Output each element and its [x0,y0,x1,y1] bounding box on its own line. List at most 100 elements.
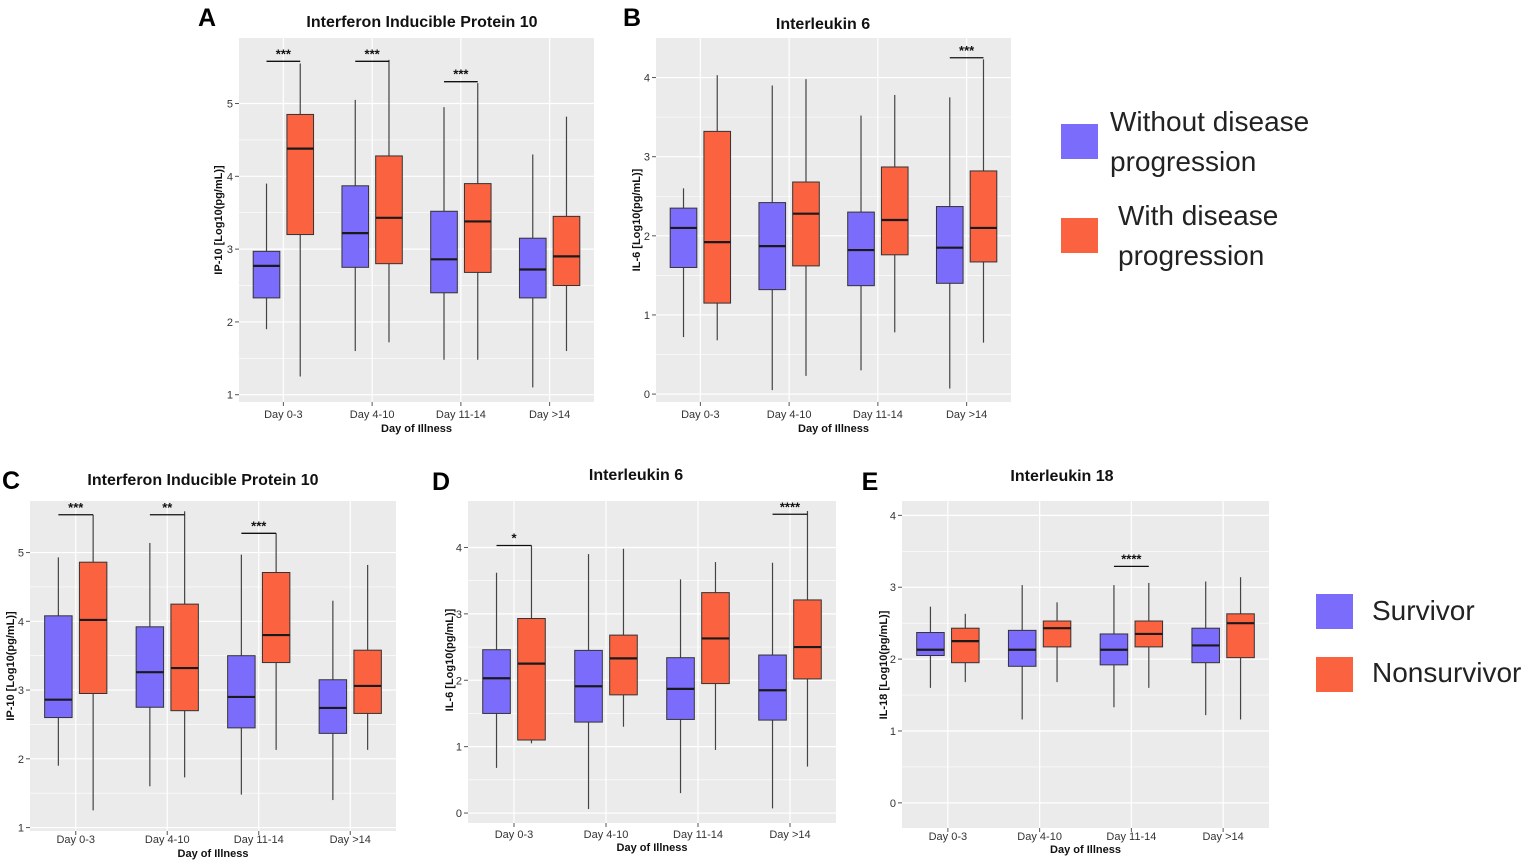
box-day-0-3 [482,572,511,768]
box-iqr [375,155,403,265]
x-tick-label: Day 4-10 [1017,831,1062,843]
box-day-0-3 [252,183,281,330]
x-tick-label: Day 0-3 [495,829,534,841]
box-day-4-10 [170,511,199,778]
legend-label: Survivor [1372,595,1475,626]
series-group1 [669,85,964,391]
y-tick-label: 2 [456,675,462,687]
y-axis: 0 1 2 3 4 IL-18 [Log10(pg/mL)] [878,510,902,810]
box-day-4-10 [792,79,820,376]
box-day-14 [318,600,348,801]
series-group2 [78,511,382,811]
y-tick-label: 1 [890,726,896,738]
panel-title: Interleukin 6 [776,16,870,33]
box-iqr [792,181,820,267]
box-iqr [1042,620,1072,648]
x-axis-title: Day of Illness [798,423,869,435]
box-day-0-3 [44,557,73,766]
box-iqr [44,615,73,719]
box-day-14 [969,59,998,343]
box-day-4-10 [375,59,403,343]
box-day-4-10 [574,554,603,810]
plot-background [902,501,1269,828]
significance-markers: ***** [496,499,808,547]
y-tick-label: 3 [227,244,233,256]
x-tick-label: Day 0-3 [56,834,95,846]
box-iqr [170,603,199,712]
y-tick-label: 4 [456,542,462,554]
box-iqr [669,207,698,268]
significance-label: **** [1121,551,1142,566]
panel-title: Interleukin 18 [1010,468,1113,485]
box-iqr [847,211,875,287]
box-day-11-14 [430,107,458,360]
box-day-14 [935,97,964,389]
significance-label: *** [251,518,267,533]
y-axis: 1 2 3 4 5 IP-10 [Log10(pg/mL)] [5,548,30,835]
significance-label: * [511,530,517,545]
legend-label: progression [1118,240,1264,271]
x-tick-label: Day >14 [1202,831,1243,843]
box-iqr [951,627,980,664]
box-day-4-10 [1007,585,1037,720]
x-axis: Day 0-3 Day 4-10 Day 11-14 Day >14 Day of Il… [56,831,371,860]
y-tick-label: 3 [890,582,896,594]
box-iqr [880,166,909,256]
x-tick-label: Day 4-10 [767,409,812,421]
box-iqr [430,210,458,294]
y-tick-label: 4 [644,73,650,85]
box-day-11-14 [261,533,291,750]
box-day-4-10 [758,85,787,391]
legend-key [1316,657,1353,692]
y-tick-label: 5 [18,548,24,560]
box-day-14 [1226,577,1255,720]
legend-label: Without disease [1110,106,1309,137]
box-iqr [482,649,511,714]
box-day-0-3 [517,545,546,744]
box-iqr [517,618,546,741]
x-tick-label: Day 11-14 [234,834,284,846]
box-iqr [252,250,281,299]
box-iqr [261,572,291,664]
series-group1 [482,554,787,810]
panel-D: Interleukin 6 D 0 1 2 3 4 IL-6 [Log10(pg/mL)] Da… [432,467,836,854]
box-day-11-14 [463,83,492,360]
series-group2 [286,59,581,377]
box-day-0-3 [951,613,980,683]
x-tick-label: Day 11-14 [1106,831,1156,843]
x-tick-label: Day >14 [529,409,570,421]
x-axis-title: Day of Illness [1050,844,1121,856]
significance-label: *** [365,46,381,61]
legend-label: Nonsurvivor [1372,657,1521,688]
panel-B: Interleukin 6 B 0 1 2 3 4 IL-6 [Log10(pg/mL)] Da… [623,4,1011,435]
y-tick-label: 0 [890,798,896,810]
y-tick-label: 3 [18,685,24,697]
legend-item: Survivor [1316,594,1475,629]
y-tick-label: 2 [890,654,896,666]
box-day-14 [353,564,382,750]
y-tick-label: 1 [644,310,650,322]
significance-label: *** [453,67,469,82]
significance-markers: **** [1113,551,1149,568]
y-tick-label: 1 [18,823,24,835]
legend-item: Without disease progression [1061,106,1309,177]
panel-letter: E [862,468,879,496]
significance-label: ** [162,500,173,515]
box-iqr [1226,613,1255,659]
y-tick-label: 4 [227,171,233,183]
panel-letter: C [2,467,20,495]
y-tick-label: 2 [18,754,24,766]
y-tick-label: 0 [456,808,462,820]
y-tick-label: 0 [644,389,650,401]
legend-item: Nonsurvivor [1316,657,1521,692]
x-tick-label: Day 4-10 [584,829,629,841]
box-iqr [758,654,787,721]
x-tick-label: Day 4-10 [350,409,395,421]
x-axis: Day 0-3 Day 4-10 Day 11-14 Day >14 Day of Il… [264,402,570,435]
box-day-4-10 [135,542,165,787]
x-tick-label: Day >14 [769,829,810,841]
legend-1: Without disease progression With disease pr… [1061,106,1309,271]
box-day-11-14 [227,554,256,795]
box-iqr [552,215,581,287]
box-day-11-14 [847,115,875,371]
